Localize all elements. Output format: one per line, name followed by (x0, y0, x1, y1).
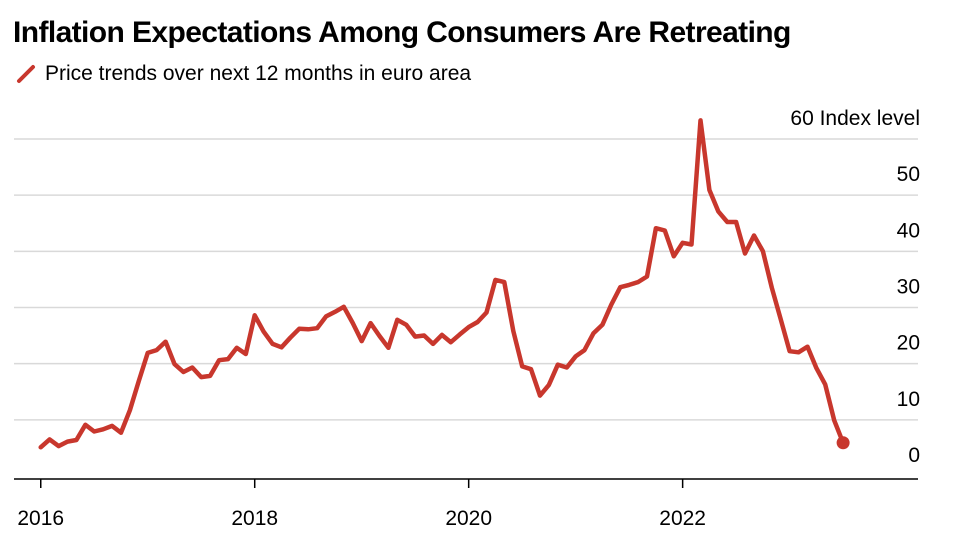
x-tick-label: 2018 (231, 507, 278, 530)
y-tick-label: 10 (897, 388, 920, 411)
x-tick-label: 2016 (17, 507, 64, 530)
y-tick-label: 20 (897, 332, 920, 355)
legend-label: Price trends over next 12 months in euro… (45, 62, 472, 85)
x-tick-label: 2022 (659, 507, 706, 530)
red-slash-line-icon (17, 65, 35, 83)
legend: Price trends over next 12 months in euro… (13, 60, 471, 88)
y-tick-label: 30 (897, 276, 920, 299)
series-line (38, 118, 846, 450)
y-tick-label: 40 (897, 219, 920, 242)
y-tick-label: 60 Index level (790, 107, 920, 130)
x-tick-label: 2020 (445, 507, 492, 530)
chart-title: Inflation Expectations Among Consumers A… (13, 16, 791, 49)
series-end-point (836, 436, 850, 450)
y-tick-label: 0 (908, 444, 920, 467)
y-tick-label: 50 (897, 163, 920, 186)
